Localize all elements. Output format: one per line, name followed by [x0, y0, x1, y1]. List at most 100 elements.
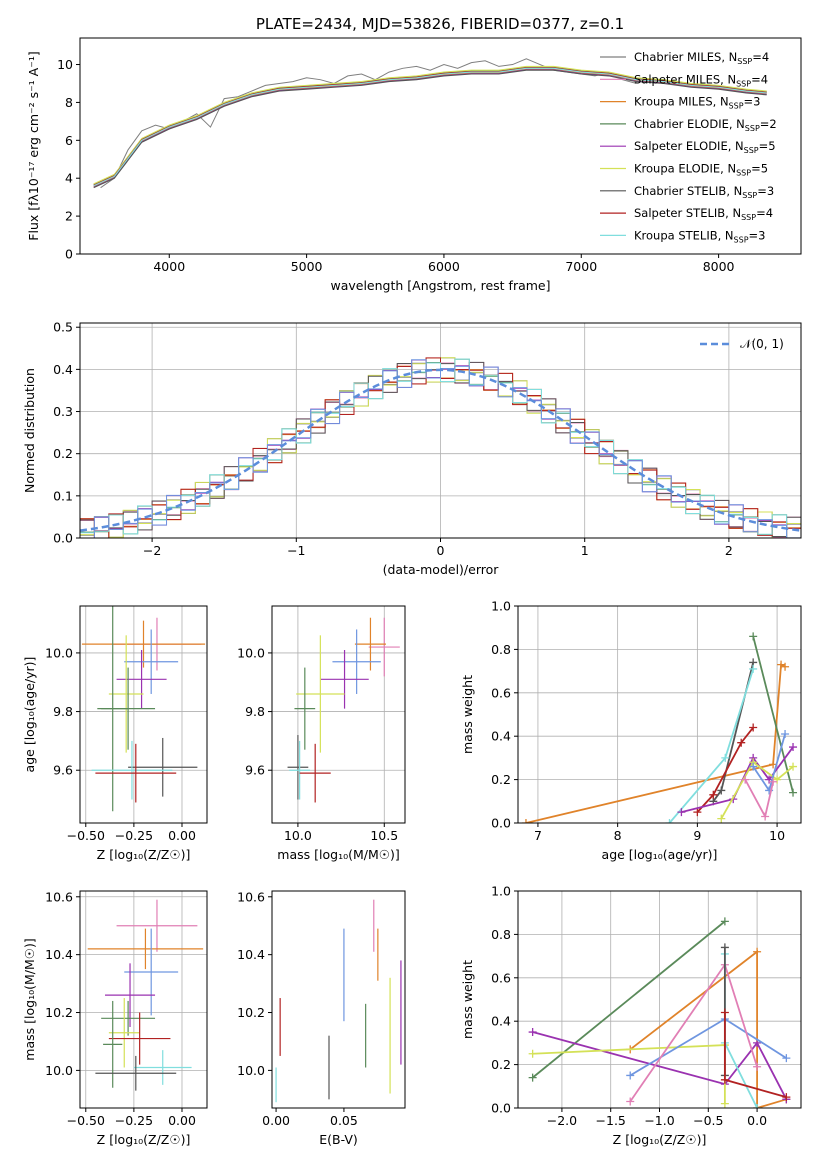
x-axis-label: Z [log₁₀(Z/Z☉)]	[97, 847, 191, 862]
plus-marker	[626, 1097, 635, 1106]
x-tick-label: −2	[143, 543, 161, 558]
error-bar-point	[289, 740, 310, 800]
y-tick-label: 10.0	[237, 645, 265, 660]
plot-area-age_vs_Z	[80, 606, 207, 823]
y-tick-label: 10.6	[237, 889, 265, 904]
y-tick-label: 10.2	[237, 1005, 265, 1020]
plot-area-age_vs_mass	[272, 606, 405, 823]
plus-marker	[749, 723, 758, 732]
mass-weight-series	[752, 636, 794, 793]
plus-marker	[720, 943, 729, 952]
x-tick-label: −0.50	[67, 1113, 105, 1128]
y-tick-label: 10	[57, 57, 73, 72]
y-tick-label: 0.4	[53, 362, 73, 377]
plus-marker	[665, 819, 674, 823]
error-bar-point	[108, 635, 144, 753]
y-tick-label: 0.8	[491, 642, 511, 657]
plus-marker	[720, 917, 729, 926]
y-tick-label: 4	[65, 171, 73, 186]
spectrum-model-line	[93, 67, 767, 187]
legend-entry: Kroupa STELIB, NSSP=3	[634, 228, 765, 244]
y-tick-label: 0.4	[491, 729, 511, 744]
x-tick-label: 0.0	[747, 1113, 767, 1128]
x-axis-label: (data-model)/error	[383, 562, 500, 577]
error-bar-point	[116, 649, 167, 709]
legend-entry: Chabrier MILES, NSSP=4	[634, 50, 769, 66]
plus-marker	[749, 664, 758, 673]
x-tick-label: 1	[581, 543, 589, 558]
legend-entry: Chabrier STELIB, NSSP=3	[634, 184, 774, 200]
x-tick-label: 10.5	[370, 828, 398, 843]
spectrum-model-line	[93, 65, 767, 185]
plus-marker	[528, 1028, 537, 1037]
plot-area-residuals	[80, 323, 801, 538]
error-bar-point	[124, 928, 179, 1016]
x-tick-label: 0.05	[330, 1113, 358, 1128]
figure-title: PLATE=2434, MJD=53826, FIBERID=0377, z=0…	[256, 15, 624, 33]
y-tick-label: 6	[65, 133, 73, 148]
plot-area-massweight_vs_age	[518, 606, 801, 823]
error-bar-point	[103, 1000, 123, 1088]
y-tick-label: 0.3	[53, 404, 73, 419]
x-tick-label: 2	[725, 543, 733, 558]
y-tick-label: 0.5	[53, 320, 73, 335]
plot-area-mass_vs_ebv	[275, 899, 402, 1103]
plus-marker	[528, 1073, 537, 1082]
axes-frame	[271, 890, 406, 1109]
mass-weight-series	[532, 1031, 788, 1100]
y-tick-label: 2	[65, 209, 73, 224]
x-axis-label: E(B-V)	[319, 1132, 358, 1147]
error-bar-point	[95, 1055, 177, 1091]
axes-mass_vs_Z: −0.50 −0.25 0.00 10.0 10.2 10.4 10.6 Z [log₁₀(Z…	[22, 889, 208, 1147]
mass-weight-series	[629, 962, 758, 1103]
axes-age_vs_mass: 10.0 10.5 9.6 9.8 10.0 mass [log₁₀(M/M☉)]	[237, 605, 406, 862]
plus-marker	[781, 662, 790, 671]
plus-marker	[789, 788, 798, 797]
mass-weight-series	[629, 949, 787, 1108]
error-bar-point	[294, 667, 316, 750]
y-tick-label: 9.8	[245, 704, 265, 719]
plot-area-spectrum	[93, 58, 767, 189]
y-axis-label: mass [log₁₀(M/M☉)]	[22, 938, 37, 1060]
error-bar-point	[87, 928, 204, 970]
y-tick-label: 0.6	[491, 685, 511, 700]
x-tick-label: 7	[534, 828, 542, 843]
x-axis-label: age [log₁₀(age/yr)]	[602, 847, 718, 862]
histogram-series	[80, 359, 801, 538]
plus-marker	[789, 743, 798, 752]
axes-spectrum: 4000 5000 6000 7000 8000 0 2 4 6 8 10 wavelength [A…	[26, 37, 802, 293]
x-tick-label: 0.00	[262, 1113, 290, 1128]
x-axis-label: Z [log₁₀(Z/Z☉)]	[613, 1132, 707, 1147]
error-bar-point	[332, 629, 381, 694]
legend-entry: Salpeter MILES, NSSP=4	[634, 72, 768, 88]
x-tick-label: −0.25	[115, 1113, 153, 1128]
y-tick-label: 0.4	[491, 1014, 511, 1029]
plus-marker	[753, 947, 762, 956]
plus-marker	[528, 1049, 537, 1058]
plus-marker	[720, 1099, 729, 1108]
y-tick-label: 10.0	[237, 1063, 265, 1078]
y-axis-label: mass weight	[460, 960, 475, 1039]
error-bar-point	[81, 620, 206, 668]
error-bar-point	[116, 899, 198, 952]
y-tick-label: 10.0	[45, 645, 73, 660]
legend-entry: Kroupa MILES, NSSP=3	[634, 95, 760, 111]
axes-mass_vs_ebv: 0.00 0.05 10.0 10.2 10.4 10.6 E(B-V)	[237, 889, 406, 1147]
y-tick-label: 10.4	[237, 947, 265, 962]
axes-residuals: −2 −1 0 1 2 0.0 0.1 0.2 0.3 0.4 0.5 (data-model)/er…	[22, 320, 802, 577]
plot-area-massweight_vs_Z	[518, 891, 801, 1108]
error-bar-point	[128, 737, 198, 797]
y-tick-label: 9.6	[53, 763, 73, 778]
y-tick-label: 0.0	[53, 531, 73, 546]
y-tick-label: 9.8	[53, 704, 73, 719]
plus-marker	[781, 730, 790, 739]
legend-entry: Chabrier ELODIE, NSSP=2	[634, 117, 777, 133]
plus-marker	[753, 1062, 762, 1071]
y-axis-label: mass weight	[460, 675, 475, 754]
plus-marker	[626, 1071, 635, 1080]
error-bar-point	[108, 1012, 171, 1065]
mass-weight-series	[696, 726, 754, 813]
plus-marker	[753, 1104, 762, 1108]
